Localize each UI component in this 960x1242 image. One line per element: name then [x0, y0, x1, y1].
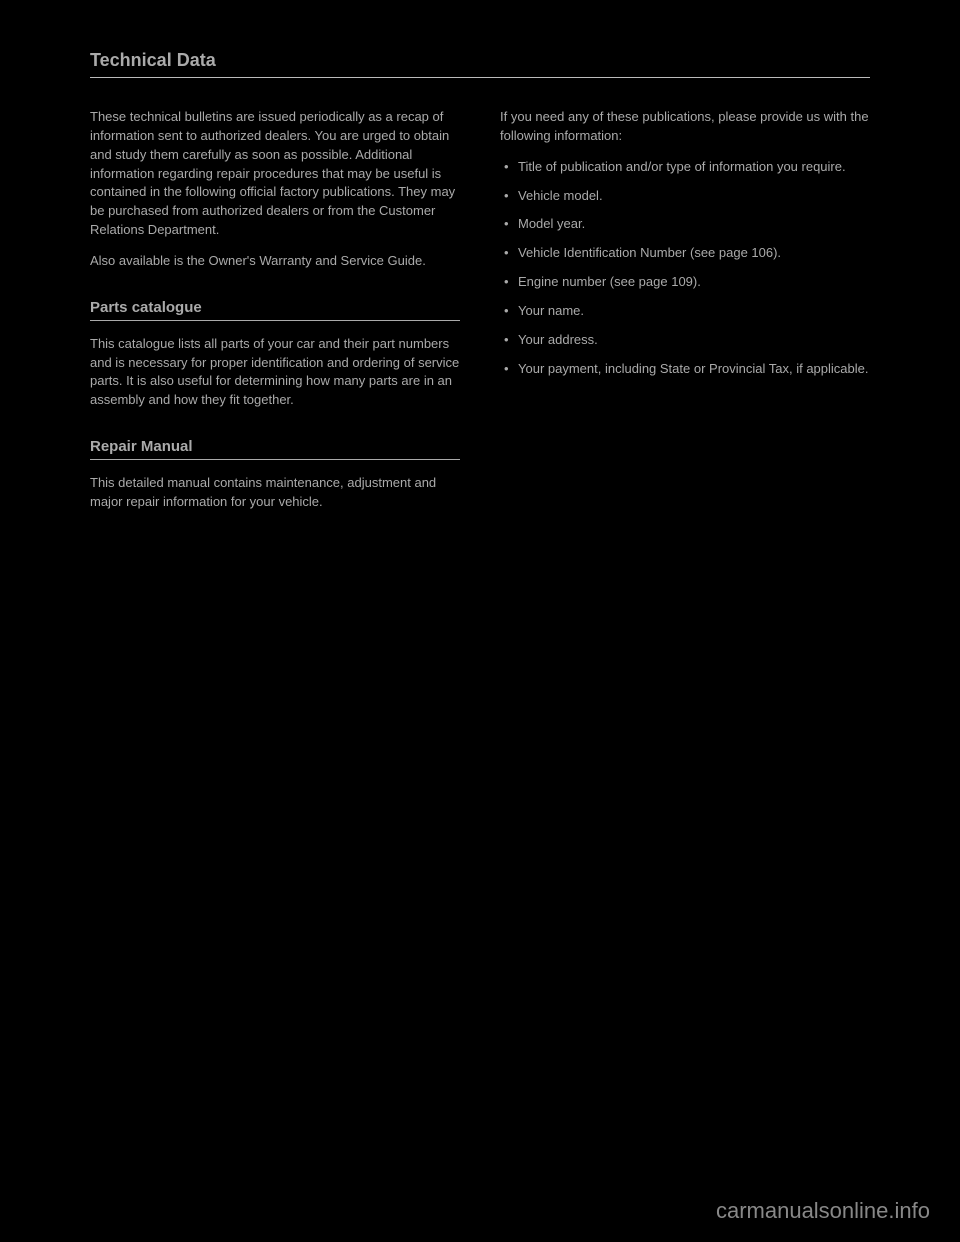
left-column: These technical bulletins are issued per… — [90, 108, 460, 524]
info-list: Title of publication and/or type of info… — [500, 158, 870, 379]
list-item: Your payment, including State or Provinc… — [500, 360, 870, 379]
list-item: Vehicle Identification Number (see page … — [500, 244, 870, 263]
list-item: Vehicle model. — [500, 187, 870, 206]
section-heading-repair: Repair Manual — [90, 438, 460, 460]
list-item: Model year. — [500, 215, 870, 234]
page-title: Technical Data — [90, 50, 870, 78]
intro-para-1: These technical bulletins are issued per… — [90, 108, 460, 240]
watermark-text: carmanualsonline.info — [716, 1198, 930, 1224]
parts-para: This catalogue lists all parts of your c… — [90, 335, 460, 410]
right-lead-para: If you need any of these publications, p… — [500, 108, 870, 146]
list-item: Title of publication and/or type of info… — [500, 158, 870, 177]
right-column: If you need any of these publications, p… — [500, 108, 870, 524]
content-columns: These technical bulletins are issued per… — [90, 108, 870, 524]
list-item: Engine number (see page 109). — [500, 273, 870, 292]
list-item: Your address. — [500, 331, 870, 350]
section-heading-parts: Parts catalogue — [90, 299, 460, 321]
repair-para: This detailed manual contains maintenanc… — [90, 474, 460, 512]
list-item: Your name. — [500, 302, 870, 321]
intro-para-2: Also available is the Owner's Warranty a… — [90, 252, 460, 271]
